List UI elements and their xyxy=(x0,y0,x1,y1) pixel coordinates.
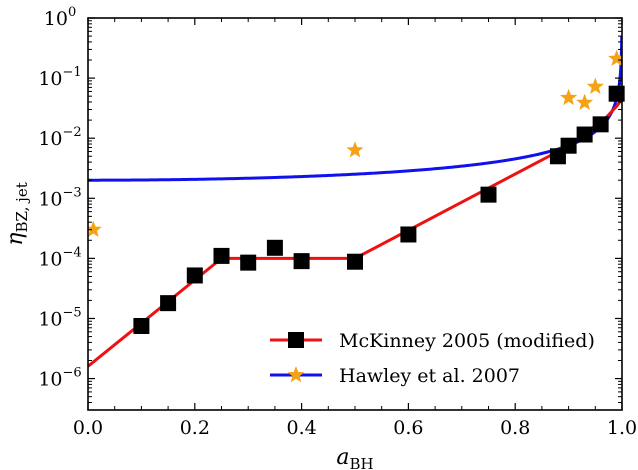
series-line-mckinney xyxy=(88,98,622,368)
data-point-mckinney xyxy=(347,253,363,270)
x-tick-label: 0.2 xyxy=(180,417,210,439)
x-axis-label: aBH xyxy=(336,445,373,470)
data-point-hawley xyxy=(586,77,604,94)
y-tick-label: 10−1 xyxy=(38,65,81,90)
data-point-hawley xyxy=(560,88,578,106)
x-axis: 0.0 0.2 0.4 0.6 0.8 1.0 xyxy=(73,18,637,439)
legend-label-hawley: Hawley et al. 2007 xyxy=(339,365,520,387)
y-tick-label: 10−3 xyxy=(38,185,81,210)
data-point-mckinney xyxy=(240,254,257,271)
x-tick-label: 0.6 xyxy=(393,417,423,439)
x-tick-label: 0.8 xyxy=(500,417,530,439)
data-point-mckinney xyxy=(560,137,577,154)
data-point-mckinney xyxy=(480,186,497,203)
data-point-mckinney xyxy=(608,85,625,102)
x-tick-label: 1.0 xyxy=(607,417,637,439)
x-tick-label: 0.4 xyxy=(286,417,316,439)
y-tick-label: 100 xyxy=(44,5,76,30)
legend-label-mckinney: McKinney 2005 (modified) xyxy=(339,330,595,352)
y-axis-label: ηBZ, jet xyxy=(3,182,31,245)
data-point-mckinney xyxy=(592,116,609,133)
data-point-mckinney xyxy=(186,267,203,284)
data-point-hawley xyxy=(576,93,594,110)
data-point-mckinney xyxy=(576,126,593,143)
y-axis: 100 10−1 10−2 10−3 10−4 10−5 10−6 xyxy=(38,5,622,411)
y-tick-label: 10−2 xyxy=(38,125,81,150)
legend-marker-star xyxy=(287,366,305,383)
data-point-hawley xyxy=(346,141,364,158)
data-point-hawley xyxy=(608,49,622,67)
y-tick-label: 10−4 xyxy=(38,245,81,270)
data-point-mckinney xyxy=(160,295,177,312)
data-point-hawley xyxy=(88,220,102,237)
y-tick-label: 10−5 xyxy=(38,305,81,330)
legend-marker-square xyxy=(288,332,304,348)
legend: McKinney 2005 (modified) Hawley et al. 2… xyxy=(270,330,595,387)
legend-entry-mckinney: McKinney 2005 (modified) xyxy=(270,330,595,352)
data-point-mckinney xyxy=(400,226,417,243)
data-point-mckinney xyxy=(133,317,150,334)
legend-entry-hawley: Hawley et al. 2007 xyxy=(270,365,520,387)
data-point-mckinney xyxy=(266,239,283,256)
data-point-mckinney xyxy=(293,253,310,270)
y-tick-label: 10−6 xyxy=(38,366,81,391)
x-tick-label: 0.0 xyxy=(73,417,103,439)
data-point-mckinney xyxy=(213,247,230,264)
